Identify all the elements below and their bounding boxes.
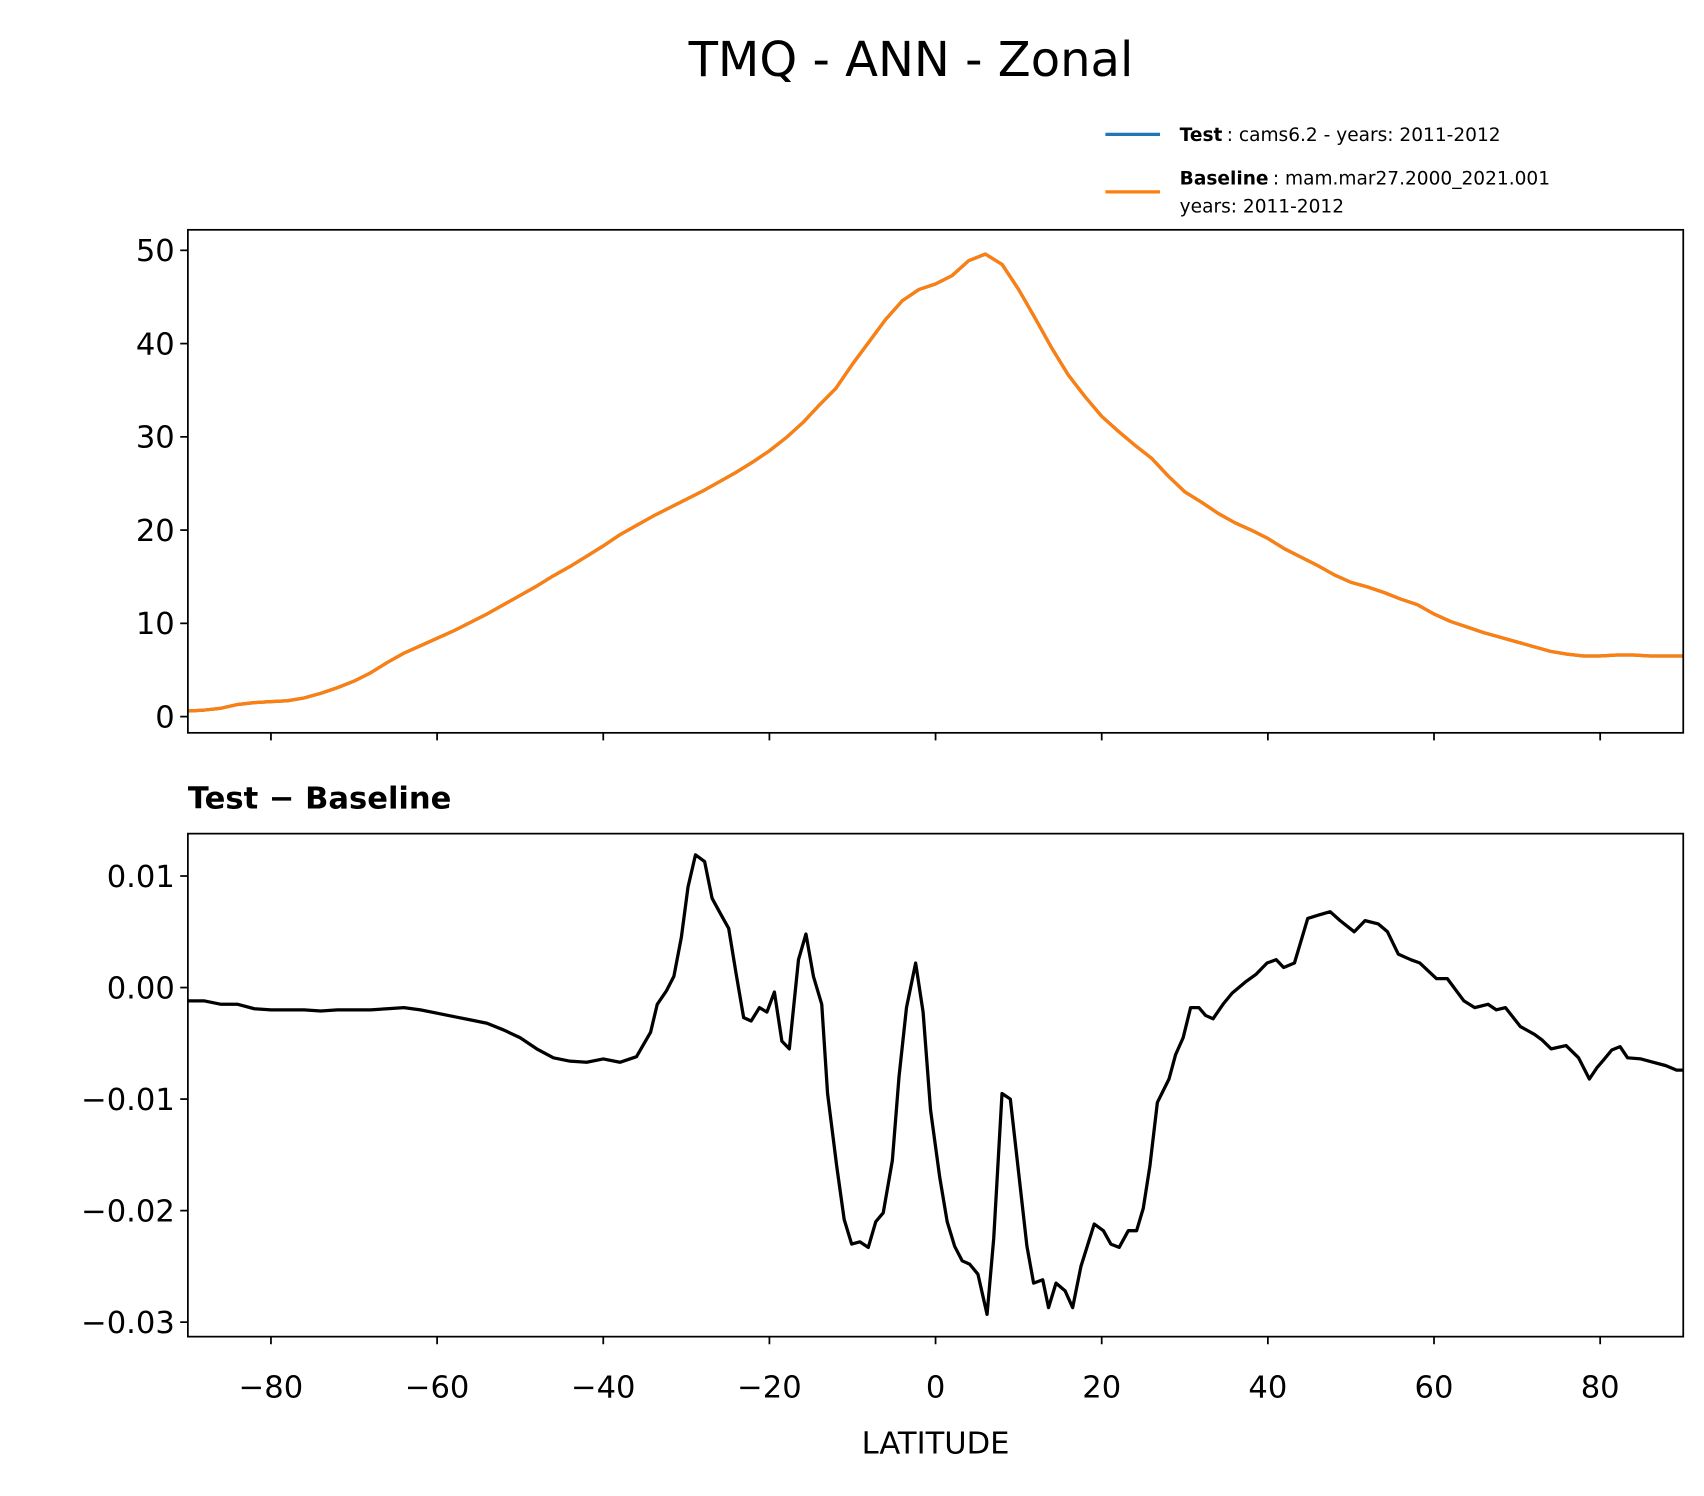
x-tick-label: 40 [1248, 1370, 1287, 1405]
plot-area [187, 853, 1684, 1316]
x-tick-label: 0 [926, 1370, 945, 1405]
subplot-title: Test − Baseline [188, 782, 452, 817]
plot-area [187, 252, 1684, 713]
y-tick-label: 30 [136, 421, 175, 456]
x-tick-label: 80 [1581, 1370, 1620, 1405]
y-tick-label: 0 [155, 701, 174, 736]
x-tick-label: −80 [239, 1370, 304, 1405]
axes-frame [187, 228, 1685, 734]
y-tick-label: 50 [136, 234, 175, 269]
data-line [187, 853, 1684, 1316]
x-tick-label: −60 [405, 1370, 470, 1405]
legend-description: : cams6.2 - years: 2011-2012 [1227, 125, 1501, 146]
figure-title: TMQ - ANN - Zonal [688, 33, 1134, 88]
y-tick-label: 20 [136, 514, 175, 549]
x-tick-label: −20 [737, 1370, 802, 1405]
y-tick-label: −0.03 [81, 1306, 175, 1341]
y-tick-label: 0.00 [107, 971, 175, 1006]
y-tick-label: −0.01 [81, 1083, 175, 1118]
y-tick-label: 40 [136, 328, 175, 363]
x-tick-label: −40 [571, 1370, 636, 1405]
y-tick-label: −0.02 [81, 1195, 175, 1230]
legend-label: Test [1180, 125, 1223, 146]
legend-description: years: 2011-2012 [1180, 197, 1344, 218]
legend-description: : mam.mar27.2000_2021.001 [1273, 168, 1550, 189]
axes-frame [187, 832, 1685, 1338]
x-tick-label: 20 [1082, 1370, 1121, 1405]
data-line [187, 252, 1684, 713]
x-axis-label: LATITUDE [862, 1427, 1010, 1462]
y-tick-label: 10 [136, 607, 175, 642]
y-tick-label: 0.01 [107, 860, 175, 895]
legend-label: Baseline [1180, 168, 1269, 189]
x-tick-label: 60 [1415, 1370, 1454, 1405]
